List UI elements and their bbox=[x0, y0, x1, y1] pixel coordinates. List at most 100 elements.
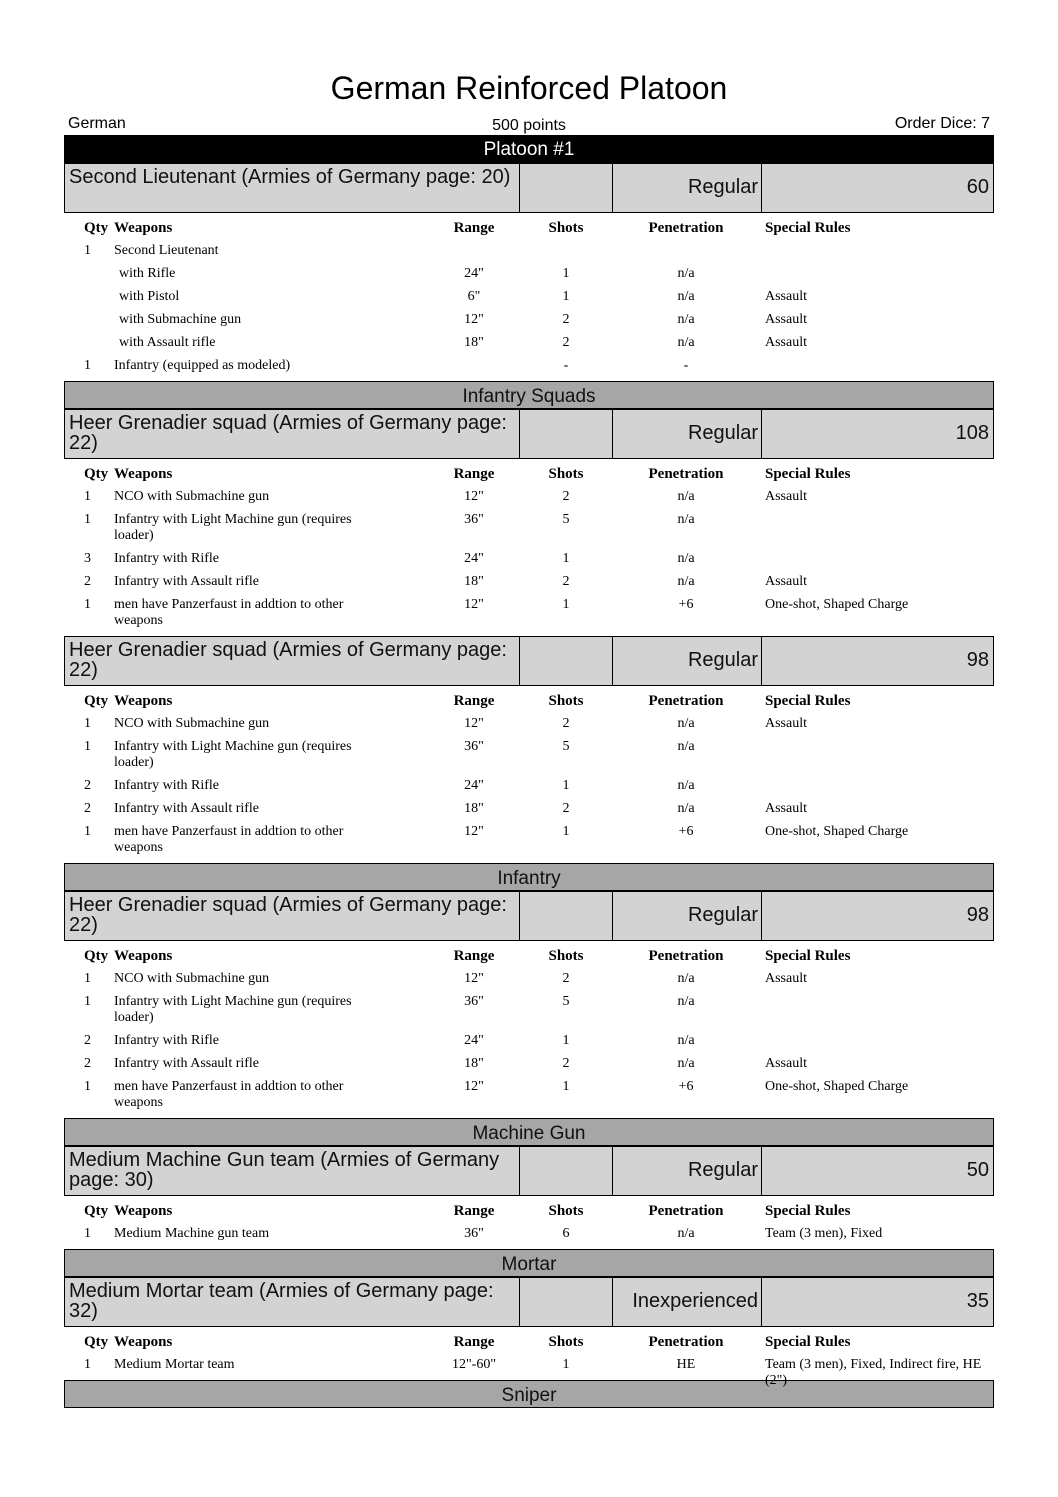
weapon-range: 12" bbox=[464, 489, 484, 504]
column-qty: Qty bbox=[84, 948, 109, 964]
weapon-qty: 1 bbox=[84, 489, 91, 504]
weapon-range: 24" bbox=[464, 551, 484, 566]
weapon-qty: 1 bbox=[84, 512, 91, 527]
page-title: German Reinforced Platoon bbox=[330, 70, 728, 106]
column-range: Range bbox=[453, 466, 495, 482]
weapon-shots: 1 bbox=[562, 266, 570, 281]
unit-blank-cell bbox=[520, 892, 613, 940]
weapon-name: Infantry with Light Machine gun (require… bbox=[114, 994, 352, 1025]
unit-experience: Regular bbox=[613, 164, 762, 212]
weapon-row: 2 Infantry with Rifle 24" 1 n/a bbox=[64, 1029, 994, 1052]
column-qty: Qty bbox=[84, 466, 109, 482]
army-name: German bbox=[68, 115, 126, 132]
weapon-range: 24" bbox=[464, 1033, 484, 1048]
weapon-qty: 1 bbox=[84, 1226, 91, 1241]
unit-row: Medium Machine Gun team (Armies of Germa… bbox=[64, 1146, 994, 1196]
weapon-row: 2 Infantry with Assault rifle 18" 2 n/a Assau… bbox=[64, 1052, 994, 1075]
column-range: Range bbox=[453, 1203, 495, 1219]
weapons-table: 1 NCO with Submachine gun 12" 2 n/a Assault 1 I… bbox=[64, 485, 994, 632]
unit-points: 60 bbox=[966, 176, 989, 198]
platoon-header: Platoon #1 bbox=[64, 135, 994, 163]
weapon-penetration: +6 bbox=[678, 824, 694, 839]
weapon-qty: 1 bbox=[84, 739, 91, 754]
weapon-range: 6" bbox=[467, 289, 481, 304]
weapon-special-rules: Assault bbox=[765, 801, 807, 816]
weapon-special-rules: Assault bbox=[765, 489, 807, 504]
weapons-table: 1 Second Lieutenant with Rifle 24" 1 n/a with … bbox=[64, 239, 994, 377]
weapon-shots: 2 bbox=[562, 716, 570, 731]
weapon-row: 1 Infantry with Light Machine gun (requir… bbox=[64, 735, 994, 774]
weapon-range: 12" bbox=[464, 971, 484, 986]
weapon-qty: 1 bbox=[84, 358, 91, 373]
weapon-penetration: n/a bbox=[677, 994, 695, 1009]
unit-name: Medium Machine Gun team (Armies of Germa… bbox=[65, 1147, 520, 1195]
weapon-range: 36" bbox=[464, 994, 484, 1009]
unit-row: Heer Grenadier squad (Armies of Germany … bbox=[64, 891, 994, 941]
column-qty: Qty bbox=[84, 693, 109, 709]
weapon-penetration: n/a bbox=[677, 335, 695, 350]
weapon-special-rules: Assault bbox=[765, 716, 807, 731]
weapons-table: 1 NCO with Submachine gun 12" 2 n/a Assault 1 I… bbox=[64, 712, 994, 859]
weapon-row: 1 Second Lieutenant bbox=[64, 239, 994, 262]
weapon-shots: 5 bbox=[562, 739, 570, 754]
unit-points: 35 bbox=[966, 1290, 989, 1312]
column-range: Range bbox=[453, 948, 495, 964]
weapon-shots: 2 bbox=[562, 971, 570, 986]
weapon-name: Infantry with Assault rifle bbox=[114, 574, 260, 589]
unit-blank-cell bbox=[520, 1147, 613, 1195]
column-shots: Shots bbox=[548, 948, 584, 964]
weapon-shots: 2 bbox=[562, 335, 570, 350]
weapon-range: 24" bbox=[464, 266, 484, 281]
weapon-row: 1 Medium Machine gun team 36" 6 n/a Team (3 m… bbox=[64, 1222, 994, 1245]
weapons-table: 1 NCO with Submachine gun 12" 2 n/a Assault 1 I… bbox=[64, 967, 994, 1114]
weapon-shots: 1 bbox=[562, 1079, 570, 1094]
weapon-shots: 2 bbox=[562, 1056, 570, 1071]
unit-blank-cell bbox=[520, 164, 613, 212]
weapon-shots: 2 bbox=[562, 489, 570, 504]
column-special: Special Rules bbox=[765, 693, 851, 709]
weapon-qty: 1 bbox=[84, 824, 91, 839]
weapon-special-rules: One-shot, Shaped Charge bbox=[765, 1079, 909, 1094]
column-qty: Qty bbox=[84, 1334, 109, 1350]
weapon-special-rules: Assault bbox=[765, 289, 807, 304]
column-special: Special Rules bbox=[765, 1334, 851, 1350]
unit-list: Platoon #1 Second Lieutenant (Armies of G… bbox=[64, 135, 994, 1408]
weapon-special-rules: Team (3 men), Fixed, Indirect fire, HE (… bbox=[765, 1357, 982, 1388]
list-summary: German 500 points Order Dice: 7 bbox=[64, 113, 994, 135]
unit-experience: Regular bbox=[613, 1147, 762, 1195]
weapons-table: 1 Medium Mortar team 12"-60" 1 HE Team (3 men… bbox=[64, 1353, 994, 1388]
column-penetration: Penetration bbox=[648, 693, 724, 709]
unit-row: Second Lieutenant (Armies of Germany pag… bbox=[64, 163, 994, 213]
weapon-shots: 1 bbox=[562, 778, 570, 793]
weapon-name: Infantry with Assault rifle bbox=[114, 801, 260, 816]
weapon-name: Medium Mortar team bbox=[114, 1357, 235, 1372]
weapon-name: men have Panzerfaust in addtion to other… bbox=[114, 597, 344, 628]
weapons-header: Qty Range Shots Penetration Special Rules Wea… bbox=[64, 941, 994, 967]
column-penetration: Penetration bbox=[648, 220, 724, 236]
weapon-qty: 1 bbox=[84, 971, 91, 986]
weapon-row: 3 Infantry with Rifle 24" 1 n/a bbox=[64, 547, 994, 570]
weapon-range: 36" bbox=[464, 739, 484, 754]
column-weapons: Weapons bbox=[114, 693, 173, 709]
weapon-penetration: n/a bbox=[677, 801, 695, 816]
column-weapons: Weapons bbox=[114, 1203, 173, 1219]
weapon-shots: 2 bbox=[562, 801, 570, 816]
weapon-qty: 3 bbox=[84, 551, 91, 566]
weapon-name: with Submachine gun bbox=[119, 312, 242, 327]
weapon-range: 18" bbox=[464, 335, 484, 350]
weapon-row: with Pistol 6" 1 n/a Assault bbox=[64, 285, 994, 308]
weapon-shots: 5 bbox=[562, 994, 570, 1009]
column-qty: Qty bbox=[84, 220, 109, 236]
weapon-penetration: n/a bbox=[677, 266, 695, 281]
weapon-qty: 2 bbox=[84, 778, 91, 793]
weapon-name: Infantry with Rifle bbox=[114, 778, 219, 793]
weapon-row: 1 men have Panzerfaust in addtion to othe… bbox=[64, 820, 994, 859]
weapon-qty: 2 bbox=[84, 1033, 91, 1048]
unit-name: Heer Grenadier squad (Armies of Germany … bbox=[65, 637, 520, 685]
weapon-row: 1 NCO with Submachine gun 12" 2 n/a Assault bbox=[64, 485, 994, 508]
weapon-range: 12" bbox=[464, 597, 484, 612]
weapon-qty: 1 bbox=[84, 243, 91, 258]
weapon-special-rules: Team (3 men), Fixed bbox=[765, 1226, 883, 1241]
weapon-range: 12" bbox=[464, 716, 484, 731]
